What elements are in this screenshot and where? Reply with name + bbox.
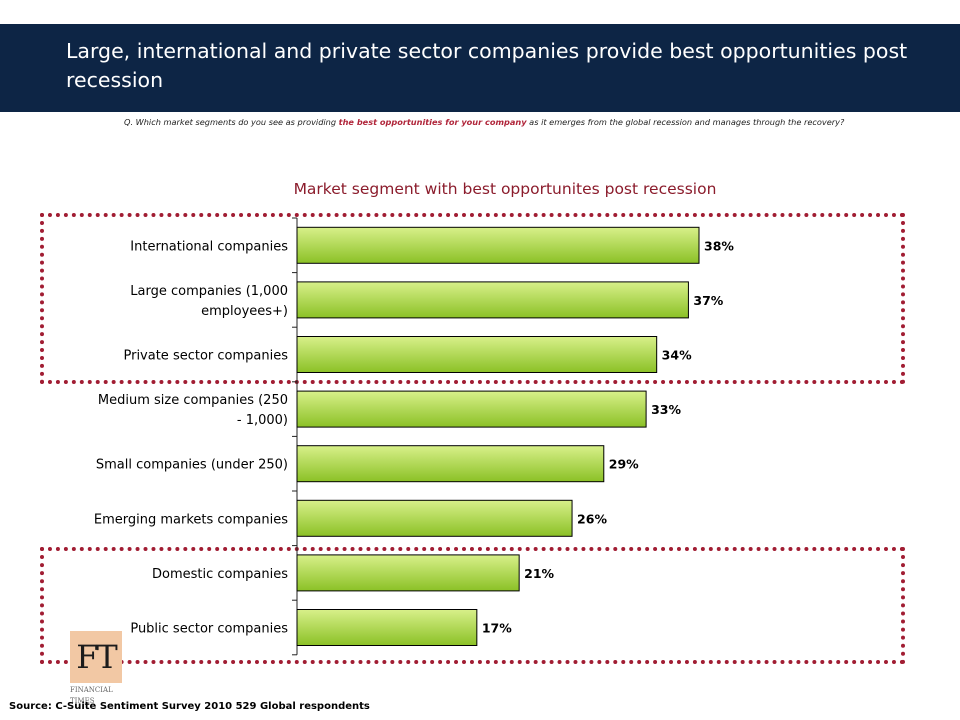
category-label-line: Emerging markets companies	[94, 512, 288, 527]
bar	[296, 226, 700, 264]
category-label-line: employees+)	[201, 304, 288, 319]
category-label: Medium size companies (250 - 1,000)	[98, 393, 288, 428]
title-banner: Large, international and private sector …	[0, 24, 960, 112]
category-label-line: Public sector companies	[130, 622, 288, 637]
page-title: Large, international and private sector …	[66, 39, 908, 92]
category-label: International companies	[130, 239, 288, 254]
survey-question: Q. Which market segments do you see as p…	[124, 117, 954, 127]
highlight-box-bottom	[40, 547, 905, 664]
category-label-line: Domestic companies	[152, 567, 288, 582]
category-label-line: Private sector companies	[123, 349, 288, 364]
data-label: 34%	[662, 348, 692, 363]
chart-title: Market segment with best opportunites po…	[293, 180, 717, 198]
bar	[296, 390, 647, 428]
ft-logo-mark: FT	[70, 631, 122, 683]
category-label-line: International companies	[130, 239, 288, 254]
bar	[296, 281, 689, 319]
category-label: Large companies (1,000 employees+)	[130, 284, 288, 319]
category-label-line: - 1,000)	[237, 413, 288, 428]
category-label: Emerging markets companies	[94, 512, 288, 527]
bar	[296, 609, 478, 646]
question-highlight: the best opportunities for your company	[338, 117, 527, 127]
bar	[296, 554, 520, 592]
ft-logo-line1: FINANCIAL	[70, 686, 113, 694]
category-label: Public sector companies	[130, 622, 288, 637]
category-label-line: Small companies (under 250)	[96, 458, 288, 473]
data-label: 26%	[577, 511, 607, 526]
category-label-line: Large companies (1,000	[130, 284, 288, 299]
data-label: 29%	[609, 457, 639, 472]
data-label: 33%	[651, 402, 681, 417]
ft-logo: FT FINANCIAL TIMES	[70, 631, 126, 705]
data-label: 21%	[524, 566, 554, 581]
source-note: Source: C-Suite Sentiment Survey 2010 52…	[9, 701, 370, 712]
data-label: 17%	[482, 621, 512, 636]
category-label-line: Medium size companies (250	[98, 393, 288, 408]
question-suffix: as it emerges from the global recession …	[526, 117, 845, 127]
bar	[296, 445, 605, 483]
question-prefix: Q. Which market segments do you see as p…	[124, 117, 339, 127]
category-label: Small companies (under 250)	[96, 458, 288, 473]
data-label: 37%	[693, 293, 723, 308]
bar	[296, 336, 658, 373]
bar	[296, 499, 573, 537]
highlight-box-top	[40, 213, 905, 384]
category-label: Private sector companies	[123, 349, 288, 364]
data-label: 38%	[704, 238, 734, 253]
category-label: Domestic companies	[152, 567, 288, 582]
ft-logo-line2: TIMES	[70, 697, 95, 705]
